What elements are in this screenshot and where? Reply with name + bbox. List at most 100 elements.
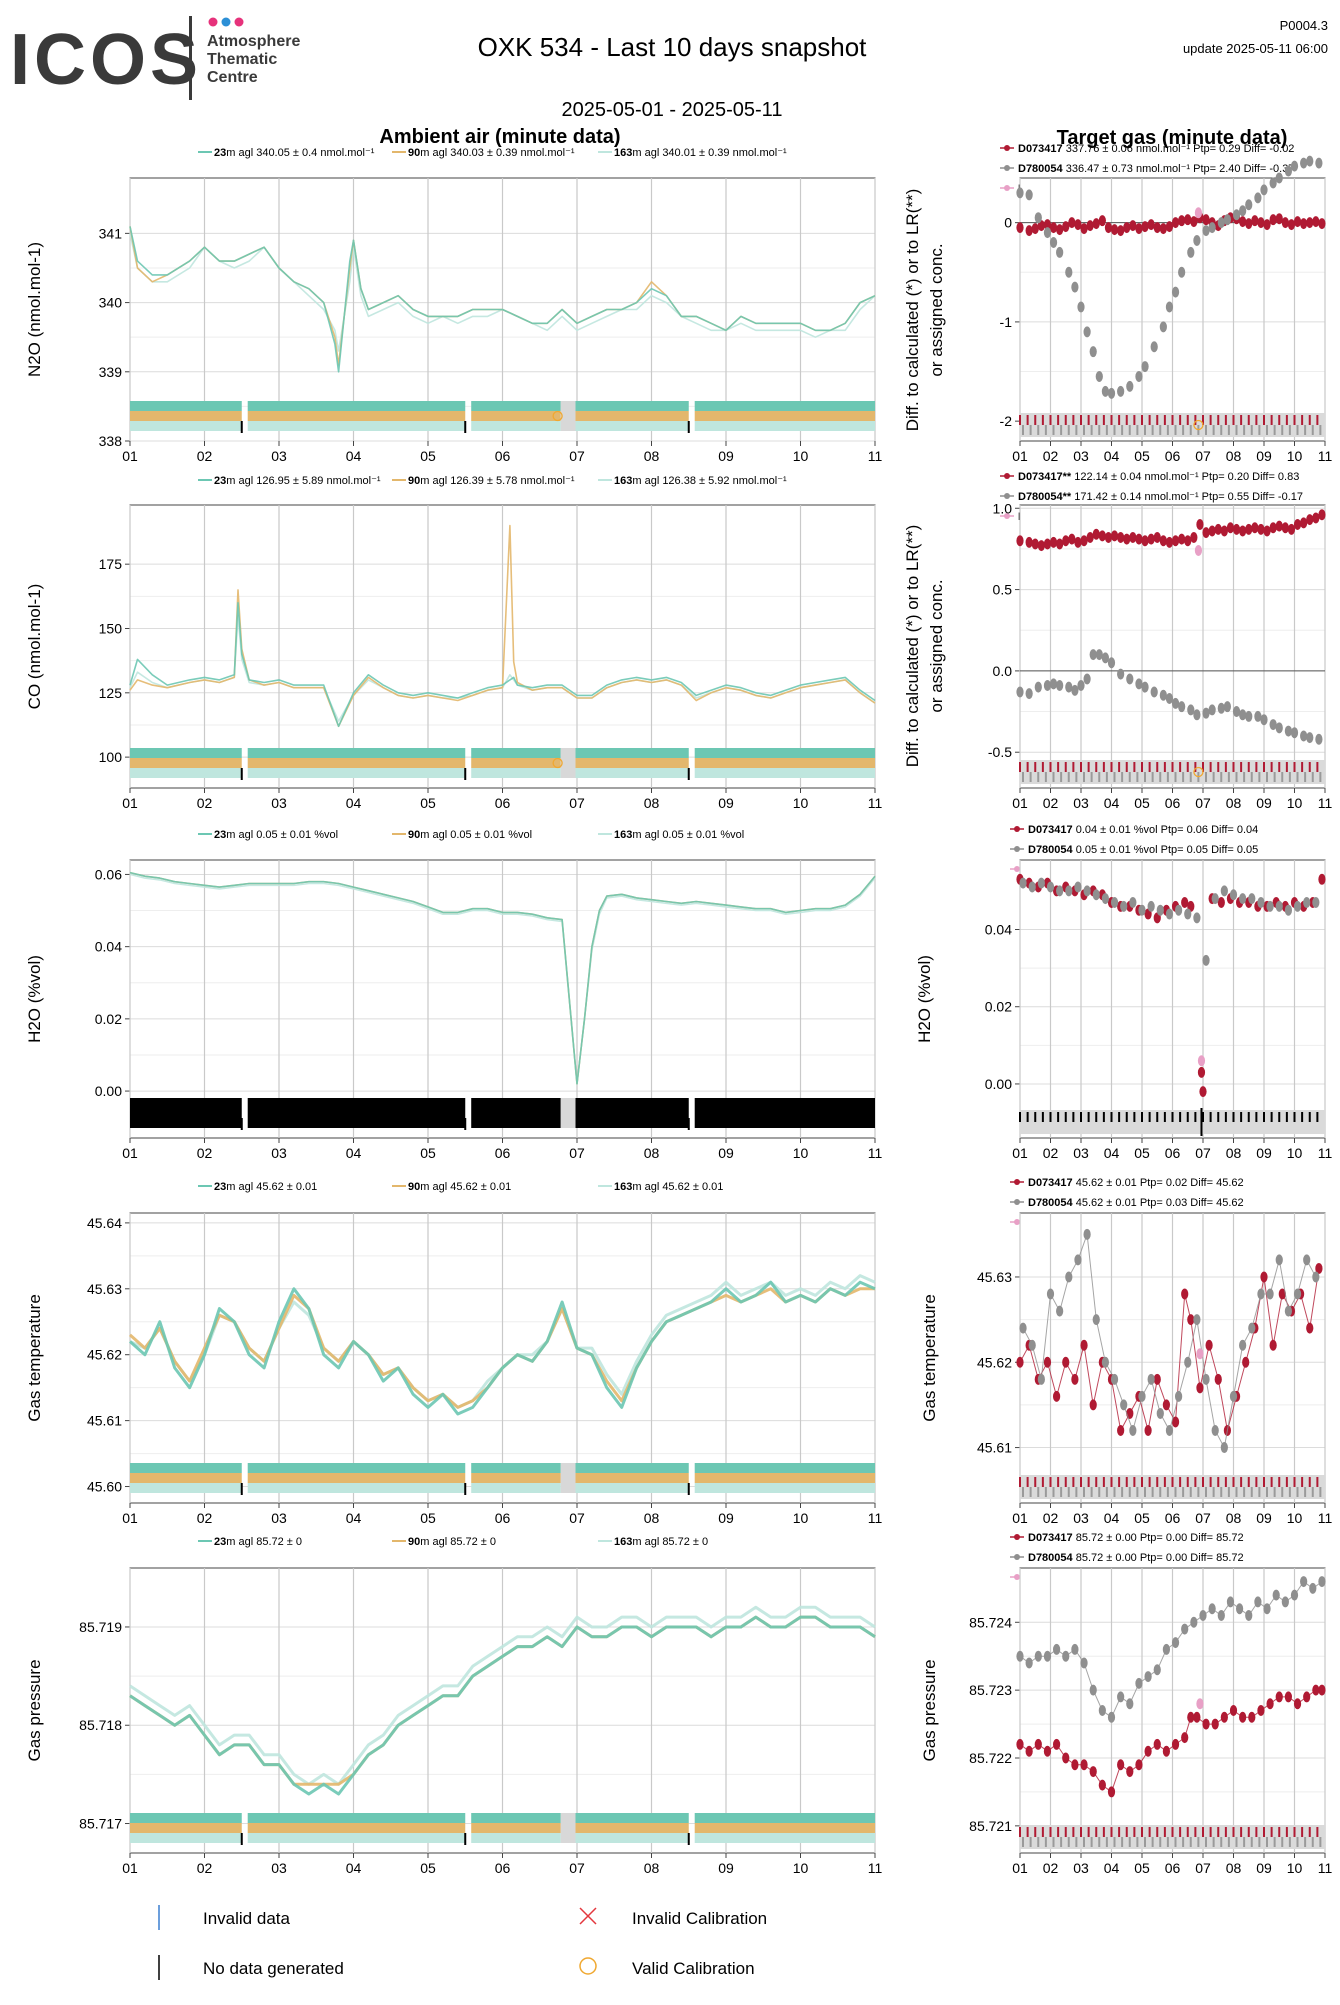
target-point	[1031, 223, 1039, 235]
legend-target-dot	[1014, 1219, 1020, 1225]
target-point	[1144, 1671, 1152, 1683]
x-tick-label: 02	[197, 1860, 213, 1876]
band-90m	[130, 411, 242, 421]
target-ylabel: Gas temperature	[920, 1294, 939, 1422]
x-tick-label: 06	[495, 1860, 511, 1876]
target-point	[1153, 1738, 1161, 1750]
target-point	[1232, 523, 1241, 535]
target-point	[1306, 155, 1314, 167]
x-tick-label: 08	[1226, 448, 1242, 464]
target-point	[1025, 536, 1033, 548]
target-point	[1049, 222, 1058, 234]
target-point	[1056, 885, 1064, 897]
target-point	[1196, 1382, 1204, 1394]
legend-ambient-co: 23m agl 126.95 ± 5.89 nmol.mol⁻¹ 90m agl …	[198, 475, 787, 487]
target-point	[1107, 1711, 1116, 1723]
x-tick-label: 10	[793, 1510, 809, 1526]
x-tick-label: 10	[793, 1860, 809, 1876]
target-point	[1062, 1752, 1070, 1764]
panel-temp: 23m agl 45.62 ± 0.01 90m agl 45.62 ± 0.01…	[25, 1177, 1332, 1526]
target-point	[1199, 1086, 1207, 1098]
invalid-calibration-symbol	[579, 1907, 597, 1925]
legend-ambient-item: 23m agl 0.05 ± 0.01 %vol	[214, 829, 338, 841]
band-23m	[694, 748, 875, 758]
band-23m	[247, 1813, 466, 1823]
target-series-D073417	[1016, 1262, 1323, 1436]
target-point	[1197, 1066, 1206, 1078]
target-point	[1165, 908, 1174, 920]
target-point	[1034, 1738, 1042, 1750]
target-point	[1156, 1407, 1164, 1419]
target-valid-calibration-mark	[1193, 766, 1204, 778]
target-point	[1257, 1288, 1265, 1300]
target-point	[1263, 525, 1271, 537]
target-point	[1147, 533, 1155, 545]
target-point	[1037, 877, 1045, 889]
legend-ambient-item: 163m agl 45.62 ± 0.01	[614, 1181, 723, 1193]
target-point	[1107, 1786, 1116, 1798]
valid-calibration-mark	[552, 410, 563, 422]
target-point	[1129, 1425, 1137, 1436]
band-90m	[471, 758, 561, 768]
target-point	[1306, 1322, 1314, 1334]
target-point	[1229, 1390, 1238, 1402]
target-point	[1080, 1339, 1088, 1351]
x-tick-label: 05	[1134, 1860, 1150, 1876]
target-point	[1275, 520, 1283, 532]
shared-ylabel-line-2b: or assigned conc.	[927, 579, 946, 712]
target-point	[1254, 710, 1262, 722]
target-point	[1184, 535, 1192, 547]
x-tick-label: 04	[1104, 1510, 1120, 1526]
target-point	[1135, 223, 1143, 235]
x-tick-label: 04	[1104, 795, 1120, 811]
series-line-23m-agl	[129, 871, 876, 1085]
target-point	[1120, 1399, 1128, 1411]
target-point	[1245, 218, 1253, 230]
target-point	[1318, 218, 1326, 230]
target-point	[1117, 385, 1125, 397]
target-point	[1153, 532, 1161, 544]
y-tick-label: -0.5	[988, 744, 1012, 760]
x-tick-label: 05	[1134, 1145, 1150, 1161]
x-tick-label: 02	[1043, 1860, 1059, 1876]
target-point	[1290, 727, 1299, 739]
x-tick-label: 08	[644, 1860, 660, 1876]
target-point	[1016, 222, 1024, 234]
target-point	[1126, 673, 1134, 685]
legend-ambient-item: 90m agl 85.72 ± 0	[408, 1536, 496, 1548]
band-90m	[471, 411, 561, 421]
target-point	[1187, 704, 1195, 716]
band-90m	[247, 1473, 466, 1483]
y-tick-label: 339	[99, 364, 123, 380]
target-point	[1202, 225, 1210, 237]
band-23m	[575, 1463, 689, 1473]
x-tick-label: 09	[1256, 448, 1272, 464]
target-point	[1034, 681, 1042, 693]
target-point	[1083, 673, 1091, 685]
y-tick-label: 0.00	[985, 1076, 1012, 1092]
target-point	[1281, 1596, 1289, 1608]
target-point	[1318, 509, 1326, 521]
legend-target-dot	[1014, 1534, 1020, 1540]
target-point	[1293, 900, 1302, 912]
series-line-23m-agl	[129, 1615, 876, 1796]
target-point	[1202, 1718, 1210, 1730]
x-tick-label: 03	[1073, 1145, 1089, 1161]
target-point	[1101, 893, 1109, 905]
target-point	[1260, 184, 1268, 196]
target-point	[1083, 326, 1091, 338]
legend-ambient-item: 90m agl 0.05 ± 0.01 %vol	[408, 829, 532, 841]
target-point	[1266, 900, 1274, 912]
series-line-23m-agl	[129, 601, 876, 728]
target-point	[1037, 540, 1045, 552]
target-point	[1318, 873, 1326, 885]
target-point	[1306, 732, 1314, 744]
band-23m	[130, 1813, 242, 1823]
x-tick-label: 04	[346, 795, 362, 811]
y-tick-label: 0	[1004, 215, 1012, 231]
x-tick-label: 07	[569, 1860, 585, 1876]
target-point	[1312, 1684, 1320, 1696]
target-point	[1300, 218, 1308, 230]
target-point	[1086, 220, 1094, 232]
